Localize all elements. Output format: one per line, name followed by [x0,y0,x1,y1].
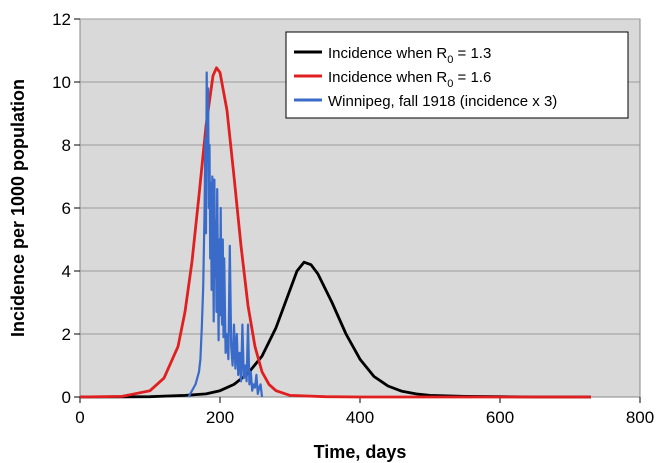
x-tick-label-0: 0 [75,408,84,427]
series-line-winnipeg [187,71,264,398]
series-lines [79,66,591,399]
series-line-r13 [79,260,591,399]
series-line-r16 [79,66,591,399]
legend: Incidence when R0 = 1.3 Incidence when R… [285,31,629,119]
y-axis: 0 2 4 6 8 10 12 [52,10,80,407]
x-tick-label-2: 400 [346,408,374,427]
y-tick-label-4: 8 [62,136,71,155]
legend-label-r16: Incidence when R0 = 1.6 [328,69,491,90]
legend-label-r13: Incidence when R0 = 1.3 [328,45,491,66]
y-tick-label-0: 0 [62,388,71,407]
y-tick-label-2: 4 [62,262,71,281]
x-tick-label-3: 600 [486,408,514,427]
x-tick-label-1: 200 [206,408,234,427]
legend-box [285,31,629,119]
y-axis-title: Incidence per 1000 population [8,79,28,337]
x-axis: 0 200 400 600 800 [75,397,654,427]
legend-label-winnipeg: Winnipeg, fall 1918 (incidence x 3) [328,93,557,110]
x-tick-label-4: 800 [626,408,654,427]
y-tick-label-5: 10 [52,73,71,92]
y-tick-label-1: 2 [62,325,71,344]
y-tick-label-3: 6 [62,199,71,218]
y-tick-label-6: 12 [52,10,71,29]
x-axis-title: Time, days [314,442,407,462]
